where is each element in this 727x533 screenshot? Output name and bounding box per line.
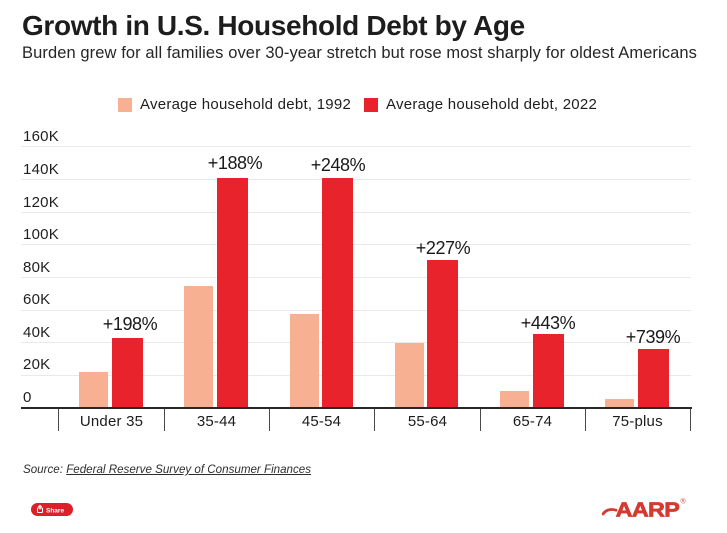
svg-text:Share: Share: [46, 508, 64, 515]
svg-text:®: ®: [681, 498, 687, 506]
svg-text:AARP: AARP: [616, 498, 680, 521]
